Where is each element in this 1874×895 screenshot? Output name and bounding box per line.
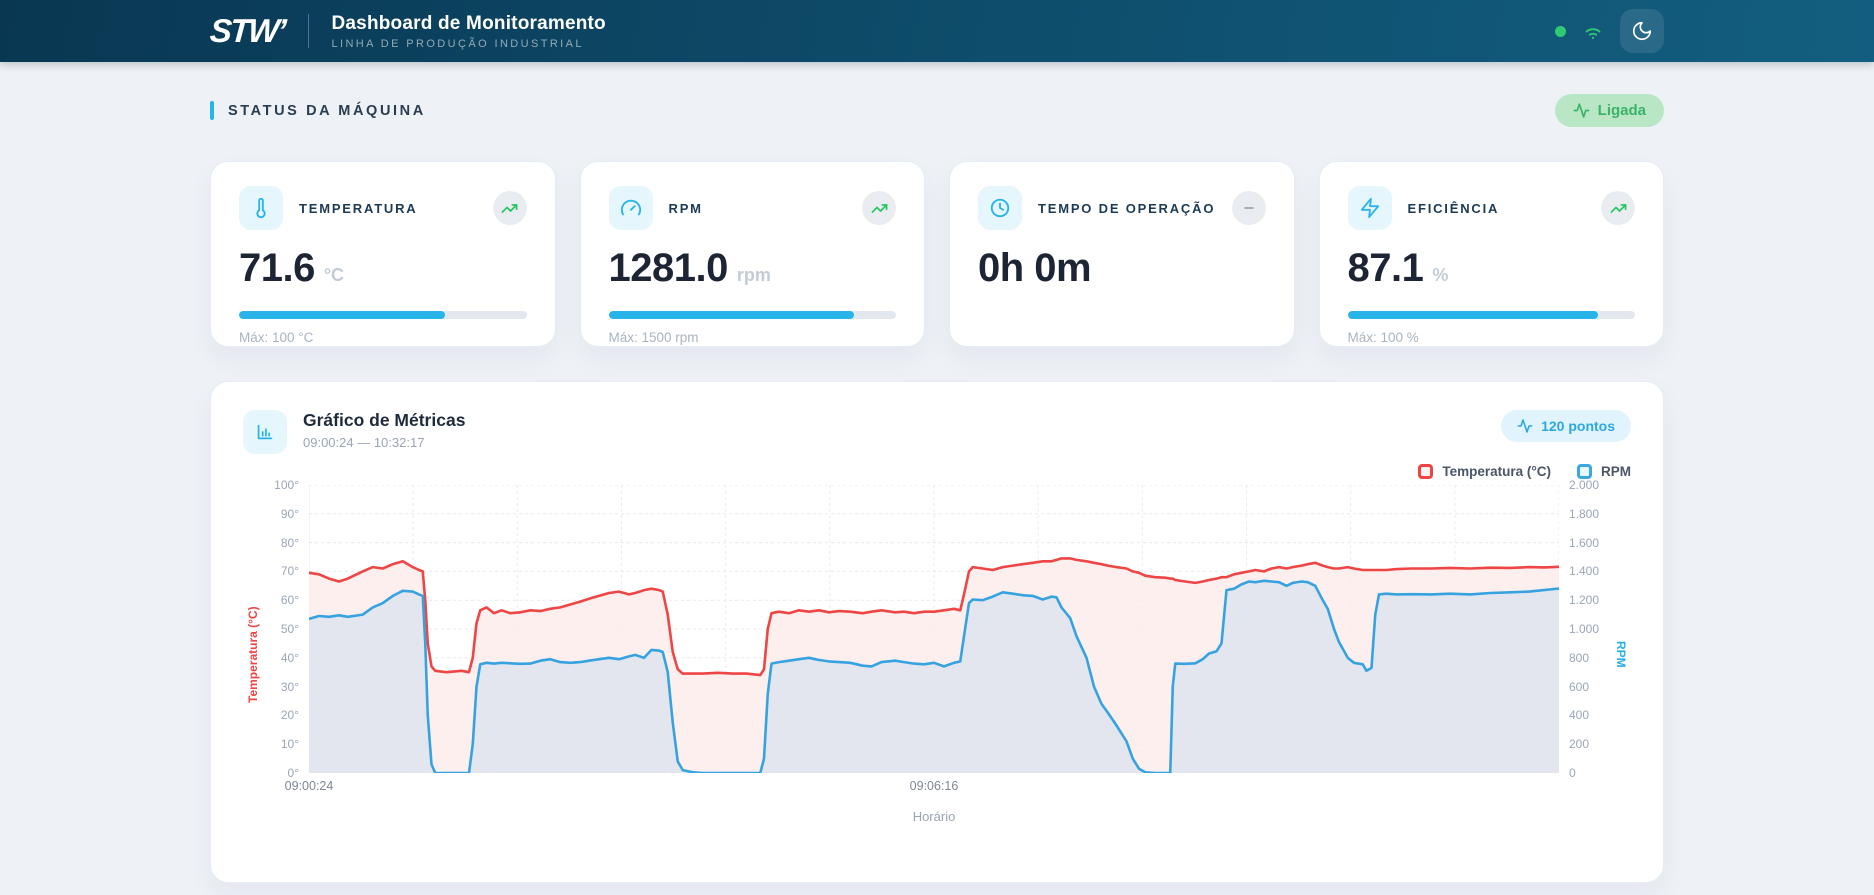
metrics-chart-card: Gráfico de Métricas 09:00:24 — 10:32:17 … <box>210 381 1664 883</box>
card-unit: °C <box>323 265 345 285</box>
card-label: EFICIÊNCIA <box>1407 200 1500 216</box>
left-axis-title: Temperatura (°C) <box>246 606 260 703</box>
trend-neutral-icon <box>1231 191 1266 225</box>
chart-period: 09:00:24 — 10:32:17 <box>303 435 425 450</box>
card-value: 87.1 <box>1347 246 1424 290</box>
right-axis-ticks: 2.000 1.800 1.600 1.400 1.200 1.000 800 600 400 2… <box>1569 478 1600 780</box>
x-axis-ticks: 09:00:24 09:06:16 <box>284 779 959 793</box>
trend-up-icon <box>492 191 527 225</box>
legend-swatch-temperatura <box>1418 464 1434 479</box>
points-count-label: 120 pontos <box>1541 418 1615 434</box>
chart-canvas[interactable] <box>309 485 1559 773</box>
chart-legend: Temperatura (°C) RPM <box>243 464 1631 479</box>
header-divider <box>308 14 310 48</box>
max-label: Máx: 1500 rpm <box>608 330 699 345</box>
pulse-icon <box>1517 418 1533 434</box>
card-value: 1281.0 <box>608 246 729 290</box>
section-heading: STATUS DA MÁQUINA <box>210 101 426 120</box>
section-title-text: STATUS DA MÁQUINA <box>228 102 426 119</box>
activity-icon <box>1573 102 1590 119</box>
card-label: TEMPO DE OPERAÇÃO <box>1038 200 1216 216</box>
card-value: 0h 0m <box>978 246 1092 290</box>
card-tempo-operacao: TEMPO DE OPERAÇÃO 0h 0m <box>949 161 1295 347</box>
thermometer-icon <box>239 186 283 230</box>
plot-area: 09:00:24 09:06:16 Horário <box>284 485 1559 824</box>
progress-bar <box>239 311 527 319</box>
card-value: 71.6 <box>239 246 315 290</box>
dual-axis-line-chart: Temperatura (°C) 100° 90° 80° 70° 60° 50° 40° 3… <box>243 478 1631 824</box>
machine-status-badge[interactable]: Ligada <box>1554 94 1664 127</box>
app-title: Dashboard de Monitoramento <box>331 12 606 34</box>
legend-item-temperatura[interactable]: Temperatura (°C) <box>1418 464 1551 479</box>
app-subtitle: LINHA DE PRODUÇÃO INDUSTRIAL <box>331 37 584 50</box>
x-axis-title: Horário <box>912 809 956 824</box>
card-label: TEMPERATURA <box>299 200 418 216</box>
bar-chart-icon <box>243 410 287 454</box>
trend-up-icon <box>862 191 896 225</box>
machine-status-label: Ligada <box>1597 102 1646 119</box>
points-count-badge[interactable]: 120 pontos <box>1501 410 1631 442</box>
metric-cards-row: TEMPERATURA 71.6 °C Máx: 100 °C <box>210 161 1664 347</box>
wifi-icon <box>1582 20 1604 42</box>
bolt-icon <box>1347 186 1392 230</box>
legend-item-rpm[interactable]: RPM <box>1577 464 1631 479</box>
accent-bar <box>210 101 214 120</box>
stw-logo: STW’ <box>208 12 286 49</box>
legend-label: RPM <box>1601 464 1631 479</box>
connection-status-dot <box>1555 25 1566 37</box>
card-temperatura: TEMPERATURA 71.6 °C Máx: 100 °C <box>210 161 556 347</box>
clock-icon <box>978 186 1022 230</box>
gauge-icon <box>608 186 653 230</box>
card-rpm: RPM 1281.0 rpm Máx: 1500 rpm <box>579 161 925 347</box>
progress-bar <box>608 311 896 319</box>
progress-bar <box>1347 311 1635 319</box>
trend-up-icon <box>1601 191 1635 225</box>
chart-title: Gráfico de Métricas <box>303 410 466 430</box>
legend-label: Temperatura (°C) <box>1442 464 1551 479</box>
theme-toggle-button[interactable] <box>1620 9 1664 53</box>
card-unit: rpm <box>736 265 771 285</box>
card-label: RPM <box>668 200 703 216</box>
moon-icon <box>1631 20 1653 42</box>
card-unit: % <box>1432 265 1449 285</box>
card-eficiencia: EFICIÊNCIA 87.1 % Máx: 100 % <box>1318 161 1664 347</box>
left-axis-ticks: 100° 90° 80° 70° 60° 50° 40° 30° 20° 10° 0° <box>274 478 299 780</box>
max-label: Máx: 100 °C <box>239 330 314 345</box>
legend-swatch-rpm <box>1577 464 1592 479</box>
max-label: Máx: 100 % <box>1347 330 1419 345</box>
right-axis-title: RPM <box>1614 641 1628 668</box>
app-header: STW’ Dashboard de Monitoramento LINHA DE… <box>0 0 1874 62</box>
